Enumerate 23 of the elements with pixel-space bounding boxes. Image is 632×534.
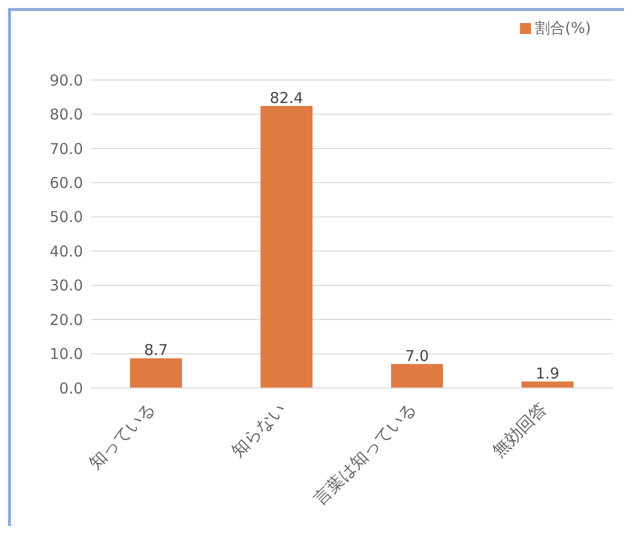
- bar: [130, 358, 182, 388]
- bar: [260, 106, 312, 388]
- y-tick-label: 60.0: [50, 174, 83, 192]
- x-tick-label: 言葉は知っている: [310, 399, 421, 510]
- bar: [522, 382, 574, 388]
- data-label: 1.9: [536, 364, 560, 382]
- y-tick-label: 20.0: [50, 310, 83, 329]
- x-tick-label: 無効回答: [489, 399, 552, 462]
- y-tick-label: 10.0: [50, 345, 83, 364]
- x-tick-label: 知っている: [86, 399, 160, 474]
- y-tick-label: 0.0: [59, 379, 83, 398]
- data-label: 7.0: [405, 347, 429, 366]
- y-tick-label: 80.0: [50, 106, 83, 124]
- bar: [391, 364, 443, 388]
- y-tick-label: 70.0: [50, 140, 83, 158]
- y-tick-label: 90.0: [50, 71, 83, 90]
- x-tick-label: 知らない: [228, 399, 290, 462]
- data-label: 82.4: [270, 89, 304, 108]
- data-label: 8.7: [144, 341, 168, 360]
- y-tick-label: 30.0: [50, 276, 83, 295]
- y-tick-label: 50.0: [50, 208, 83, 226]
- y-tick-label: 40.0: [50, 242, 83, 260]
- legend-label: 割合(%): [535, 19, 591, 37]
